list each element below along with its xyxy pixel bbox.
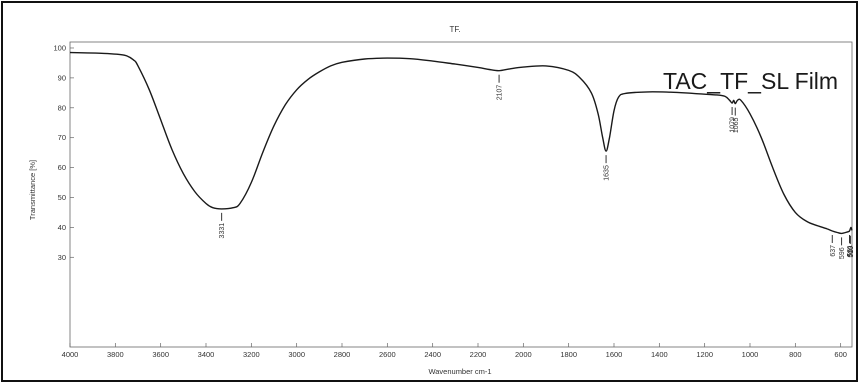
sample-label: TAC_TF_SL Film xyxy=(663,68,838,94)
y-tick-label: 50 xyxy=(58,193,66,202)
x-tick-label: 1200 xyxy=(696,350,713,359)
y-tick-label: 100 xyxy=(53,43,66,52)
peak-label: 539 xyxy=(847,245,854,257)
x-tick-label: 1800 xyxy=(560,350,577,359)
peak-label: 1065 xyxy=(733,117,740,133)
x-tick-label: 4000 xyxy=(62,350,79,359)
y-axis-title: Transmittance [%] xyxy=(28,160,37,220)
peak-label: 1635 xyxy=(604,165,611,181)
x-tick-label: 800 xyxy=(789,350,802,359)
chart-frame xyxy=(1,1,858,382)
peak-label: 561 xyxy=(847,245,854,257)
axes xyxy=(69,41,853,348)
peak-label: 596 xyxy=(839,247,846,259)
x-tick-label: 1600 xyxy=(606,350,623,359)
x-tick-label: 3200 xyxy=(243,350,260,359)
x-tick-label: 3600 xyxy=(152,350,169,359)
peak-label: 2107 xyxy=(497,85,504,101)
y-tick-label: 80 xyxy=(58,103,66,112)
y-tick-label: 70 xyxy=(58,133,66,142)
x-tick-label: 1400 xyxy=(651,350,668,359)
spectrum-line xyxy=(69,51,853,235)
x-tick-label: 3800 xyxy=(107,350,124,359)
x-tick-label: 600 xyxy=(834,350,847,359)
x-tick-label: 1000 xyxy=(742,350,759,359)
y-tick-label: 60 xyxy=(58,163,66,172)
peak-label: 637 xyxy=(830,245,837,257)
x-tick-label: 3000 xyxy=(288,350,305,359)
peak-label: 3331 xyxy=(219,223,226,239)
x-tick-label: 2400 xyxy=(424,350,441,359)
plot-border xyxy=(69,41,853,348)
tick-marks: 4000 3800 3600 3400 3200 3000 2800 2600 2400 2200… xyxy=(53,43,846,359)
x-tick-label: 3400 xyxy=(198,350,215,359)
x-tick-label: 2200 xyxy=(470,350,487,359)
series-layer xyxy=(69,51,853,235)
chart-title: TF. xyxy=(449,25,460,34)
peak-label: 510 xyxy=(848,246,855,258)
x-tick-label: 2600 xyxy=(379,350,396,359)
peak-label: 1079 xyxy=(730,117,737,133)
y-tick-label: 90 xyxy=(58,73,66,82)
x-tick-label: 2000 xyxy=(515,350,532,359)
y-tick-label: 30 xyxy=(58,253,66,262)
x-tick-label: 2800 xyxy=(334,350,351,359)
y-tick-label: 40 xyxy=(58,223,66,232)
x-axis-title: Wavenumber cm-1 xyxy=(428,367,491,376)
